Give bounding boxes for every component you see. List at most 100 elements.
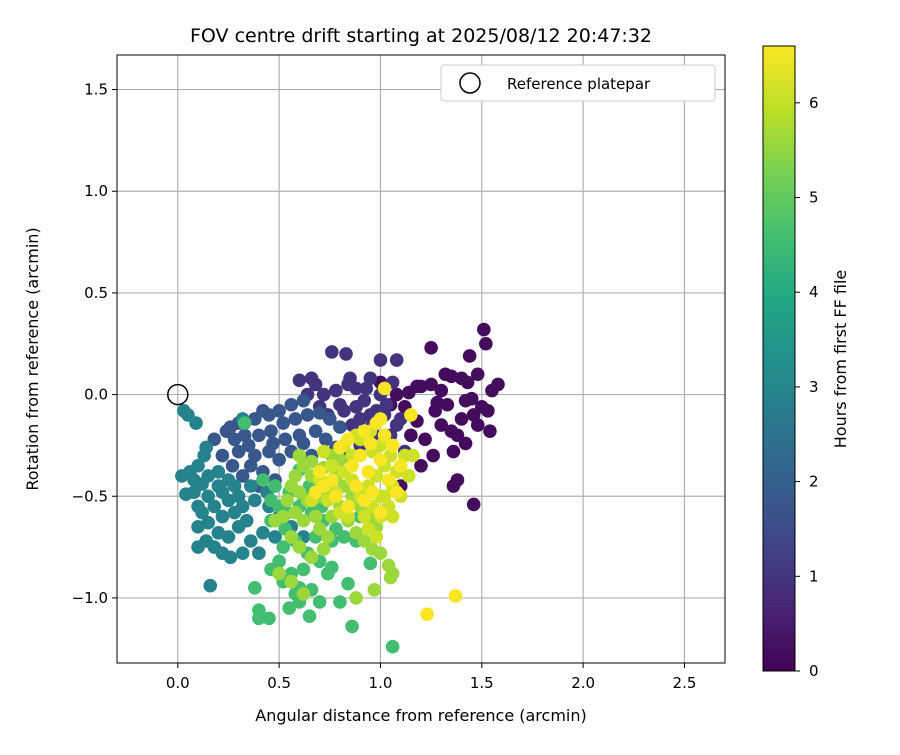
x-axis-label: Angular distance from reference (arcmin) — [255, 706, 586, 725]
x-tick-label: 0.5 — [267, 674, 291, 692]
data-point — [308, 485, 323, 499]
data-point — [363, 556, 378, 571]
data-point — [393, 458, 408, 473]
data-point — [428, 404, 442, 418]
x-tick-label: 2.5 — [673, 674, 697, 692]
data-point — [426, 448, 440, 463]
data-point — [444, 424, 459, 438]
data-point — [385, 509, 400, 524]
data-point — [329, 383, 343, 398]
data-point — [320, 530, 335, 544]
data-point — [470, 418, 485, 432]
data-point — [325, 458, 339, 473]
data-point — [477, 322, 491, 337]
data-point — [262, 444, 276, 459]
x-ticks: 0.0 0.5 1.0 1.5 2.0 2.5 — [166, 663, 697, 692]
data-point — [189, 416, 203, 430]
data-point — [373, 505, 388, 520]
data-point — [241, 438, 256, 453]
data-point — [248, 493, 262, 508]
y-tick-label: −1.0 — [72, 589, 108, 607]
data-point — [333, 595, 347, 609]
data-point — [268, 513, 282, 528]
x-tick-label: 1.0 — [369, 674, 393, 692]
data-point — [462, 349, 477, 363]
data-point — [448, 589, 463, 603]
data-point — [215, 509, 230, 524]
legend: Reference platepar — [440, 64, 716, 102]
data-point — [316, 387, 331, 402]
data-point — [239, 513, 254, 528]
data-point — [381, 473, 396, 487]
y-tick-label: 0.5 — [84, 284, 108, 302]
data-point — [256, 473, 270, 487]
data-point — [308, 509, 323, 524]
data-point — [466, 497, 481, 512]
data-point — [424, 377, 438, 392]
data-point — [414, 458, 428, 473]
colorbar-tick-label: 1 — [809, 567, 819, 585]
data-point — [268, 530, 282, 544]
data-point — [312, 465, 327, 479]
data-point — [406, 448, 420, 463]
data-point — [377, 428, 392, 443]
data-point — [187, 473, 201, 487]
data-point — [333, 440, 347, 455]
data-point — [191, 540, 205, 554]
data-point — [243, 458, 258, 473]
data-point — [288, 412, 303, 426]
x-tick-label: 0.0 — [166, 674, 190, 692]
data-point — [379, 397, 394, 412]
data-point — [237, 416, 252, 430]
data-point — [235, 546, 250, 560]
data-point — [243, 479, 258, 493]
data-point — [404, 408, 418, 422]
colorbar-tick-label: 3 — [809, 378, 819, 396]
data-point — [325, 560, 339, 575]
data-point — [389, 387, 404, 402]
data-point — [353, 448, 368, 463]
data-point — [262, 611, 276, 626]
data-point — [201, 515, 215, 530]
data-point — [385, 566, 400, 581]
chart-title: FOV centre drift starting at 2025/08/12 … — [190, 25, 652, 47]
data-point — [300, 408, 315, 422]
data-point — [446, 479, 461, 493]
data-point — [385, 438, 400, 453]
data-point — [264, 424, 278, 438]
data-point — [292, 540, 307, 554]
legend-label: Reference platepar — [507, 75, 651, 93]
data-point — [282, 601, 297, 615]
data-point — [373, 353, 388, 367]
colorbar: 0 1 2 3 4 5 6 Hours from first FF file — [762, 45, 850, 680]
data-point — [268, 479, 282, 493]
data-point — [323, 412, 337, 426]
data-point — [175, 469, 189, 483]
data-point — [304, 550, 319, 565]
data-point — [256, 526, 270, 540]
reference-platepar-marker — [167, 383, 189, 406]
data-point — [288, 505, 303, 520]
data-point — [345, 458, 359, 473]
data-point — [341, 499, 355, 514]
data-point — [420, 607, 434, 621]
y-ticks: 1.5 1.0 0.5 0.0 −0.5 −1.0 — [72, 81, 117, 607]
colorbar-tick-label: 4 — [809, 283, 819, 301]
data-point — [316, 444, 331, 459]
data-point — [424, 341, 438, 355]
data-point — [278, 432, 293, 447]
colorbar-label: Hours from first FF file — [831, 270, 850, 449]
grid — [117, 55, 725, 663]
data-point — [470, 367, 485, 382]
data-point — [225, 458, 240, 473]
data-point — [337, 530, 351, 544]
data-point — [248, 580, 262, 595]
data-point — [402, 385, 416, 400]
data-point — [333, 420, 347, 434]
data-point — [357, 493, 372, 508]
data-point — [357, 509, 372, 524]
data-point — [284, 397, 299, 412]
data-point — [201, 489, 215, 504]
data-point — [221, 473, 236, 487]
data-point — [377, 381, 392, 396]
